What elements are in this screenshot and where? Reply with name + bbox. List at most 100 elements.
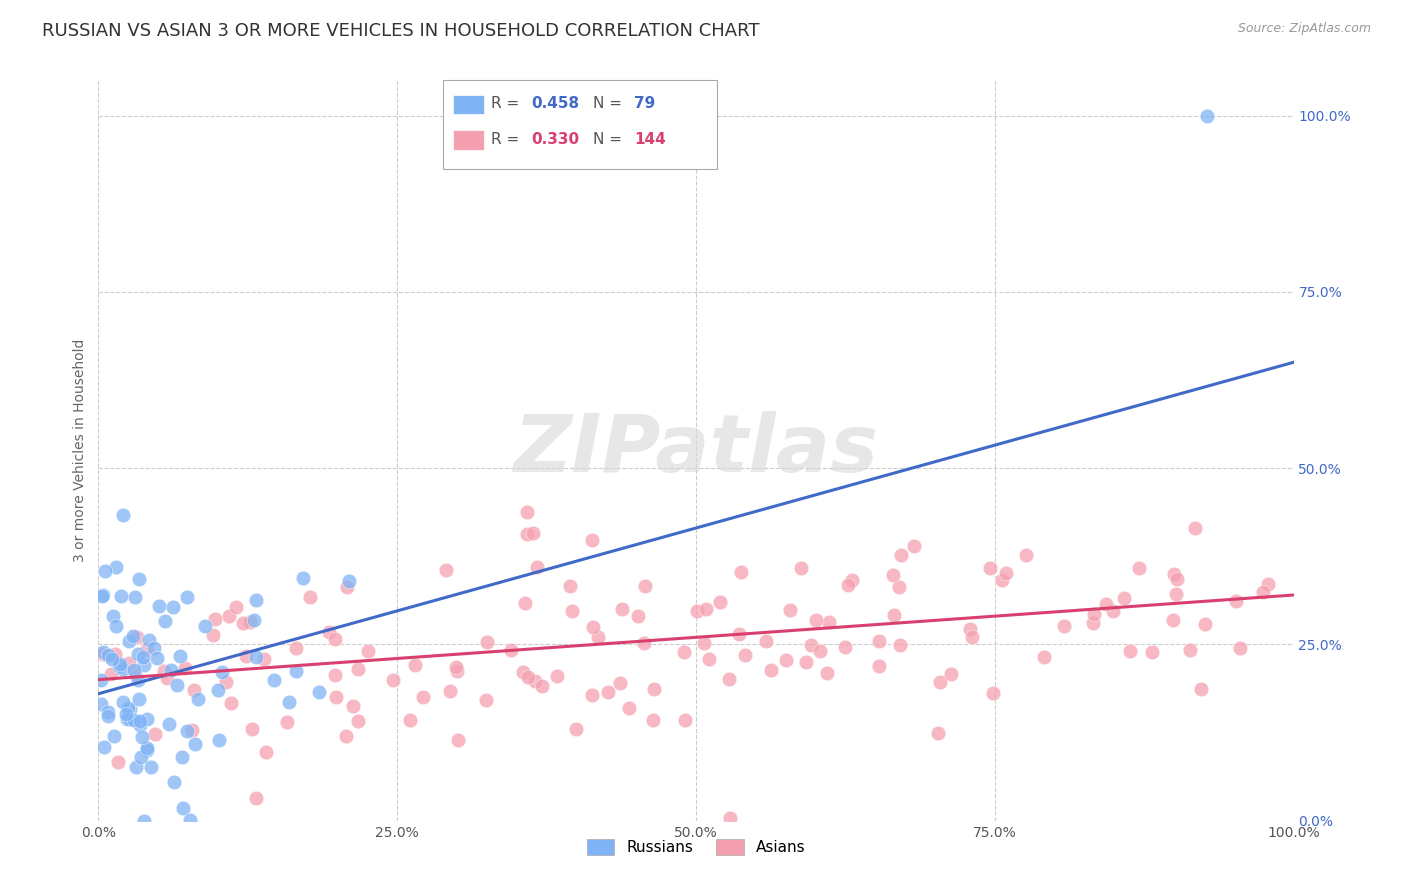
Point bbox=[221, 696, 243, 710]
Point bbox=[516, 505, 538, 519]
Point bbox=[634, 579, 657, 593]
Point bbox=[868, 659, 890, 673]
Point bbox=[243, 613, 266, 627]
Point bbox=[107, 755, 129, 769]
Point bbox=[889, 638, 911, 652]
Point bbox=[1101, 604, 1123, 618]
Point bbox=[1251, 584, 1274, 599]
Point bbox=[91, 645, 114, 659]
Point bbox=[1163, 567, 1185, 582]
Point bbox=[586, 630, 609, 644]
Point bbox=[617, 701, 640, 715]
Point bbox=[1164, 587, 1187, 601]
Text: 144: 144 bbox=[634, 132, 666, 147]
Point bbox=[991, 573, 1014, 587]
Point bbox=[97, 709, 120, 723]
Point bbox=[903, 539, 925, 553]
Point bbox=[868, 634, 890, 648]
Point bbox=[173, 661, 195, 675]
Point bbox=[146, 651, 169, 665]
Point bbox=[641, 714, 664, 728]
Point bbox=[643, 681, 665, 696]
Point bbox=[138, 632, 160, 647]
Point bbox=[245, 592, 267, 607]
Point bbox=[1128, 560, 1150, 574]
Point bbox=[202, 628, 225, 642]
Point bbox=[335, 729, 357, 743]
Point bbox=[211, 665, 233, 679]
Point bbox=[1053, 618, 1076, 632]
Text: R =: R = bbox=[491, 132, 524, 147]
Point bbox=[928, 675, 950, 690]
Point bbox=[516, 670, 538, 684]
Point bbox=[132, 657, 155, 672]
Point bbox=[434, 563, 457, 577]
Point bbox=[124, 663, 146, 677]
Point bbox=[960, 631, 983, 645]
Point bbox=[1225, 593, 1247, 607]
Point bbox=[183, 737, 205, 751]
Point bbox=[111, 695, 134, 709]
Point bbox=[132, 650, 155, 665]
Point bbox=[117, 700, 139, 714]
Point bbox=[134, 814, 156, 828]
Point bbox=[208, 732, 231, 747]
Point bbox=[1142, 645, 1164, 659]
Point bbox=[1119, 644, 1142, 658]
Point bbox=[512, 665, 534, 679]
Point bbox=[105, 619, 128, 633]
Point bbox=[627, 609, 650, 624]
Point bbox=[110, 590, 132, 604]
Point bbox=[94, 564, 117, 578]
Point bbox=[160, 663, 183, 677]
Point bbox=[522, 526, 544, 541]
Point bbox=[564, 722, 586, 736]
Point bbox=[501, 643, 523, 657]
Point bbox=[136, 712, 159, 726]
Point bbox=[91, 588, 114, 602]
Point bbox=[1081, 615, 1104, 630]
Point bbox=[672, 645, 695, 659]
Point bbox=[225, 599, 247, 614]
Point bbox=[103, 609, 125, 624]
Point bbox=[325, 690, 347, 705]
Point bbox=[1189, 682, 1212, 697]
Point bbox=[323, 668, 346, 682]
Point bbox=[697, 651, 720, 665]
Point bbox=[128, 718, 150, 732]
Point bbox=[887, 580, 910, 594]
Point bbox=[718, 672, 741, 686]
Point bbox=[939, 667, 962, 681]
Point bbox=[97, 648, 120, 663]
Point bbox=[582, 620, 605, 634]
Point bbox=[1180, 642, 1202, 657]
Point bbox=[127, 647, 149, 661]
Point bbox=[1095, 597, 1118, 611]
Point bbox=[1166, 572, 1188, 586]
Point bbox=[108, 658, 131, 673]
Point bbox=[276, 714, 298, 729]
Point bbox=[526, 560, 548, 574]
Point bbox=[215, 674, 238, 689]
Point bbox=[183, 683, 205, 698]
Point bbox=[128, 692, 150, 706]
Point bbox=[176, 590, 198, 604]
Point bbox=[90, 698, 112, 712]
Point bbox=[794, 656, 817, 670]
Point bbox=[790, 561, 813, 575]
Point bbox=[156, 671, 179, 685]
Point bbox=[139, 760, 162, 774]
Point bbox=[475, 635, 498, 649]
Point bbox=[728, 626, 751, 640]
Point bbox=[285, 640, 308, 655]
Point bbox=[346, 714, 368, 728]
Legend: Russians, Asians: Russians, Asians bbox=[581, 833, 811, 861]
Point bbox=[981, 686, 1004, 700]
Point bbox=[157, 716, 180, 731]
Point bbox=[118, 634, 141, 648]
Point bbox=[398, 713, 420, 727]
Point bbox=[90, 673, 112, 688]
Point bbox=[278, 695, 301, 709]
Point bbox=[181, 723, 204, 738]
Point bbox=[734, 648, 756, 662]
